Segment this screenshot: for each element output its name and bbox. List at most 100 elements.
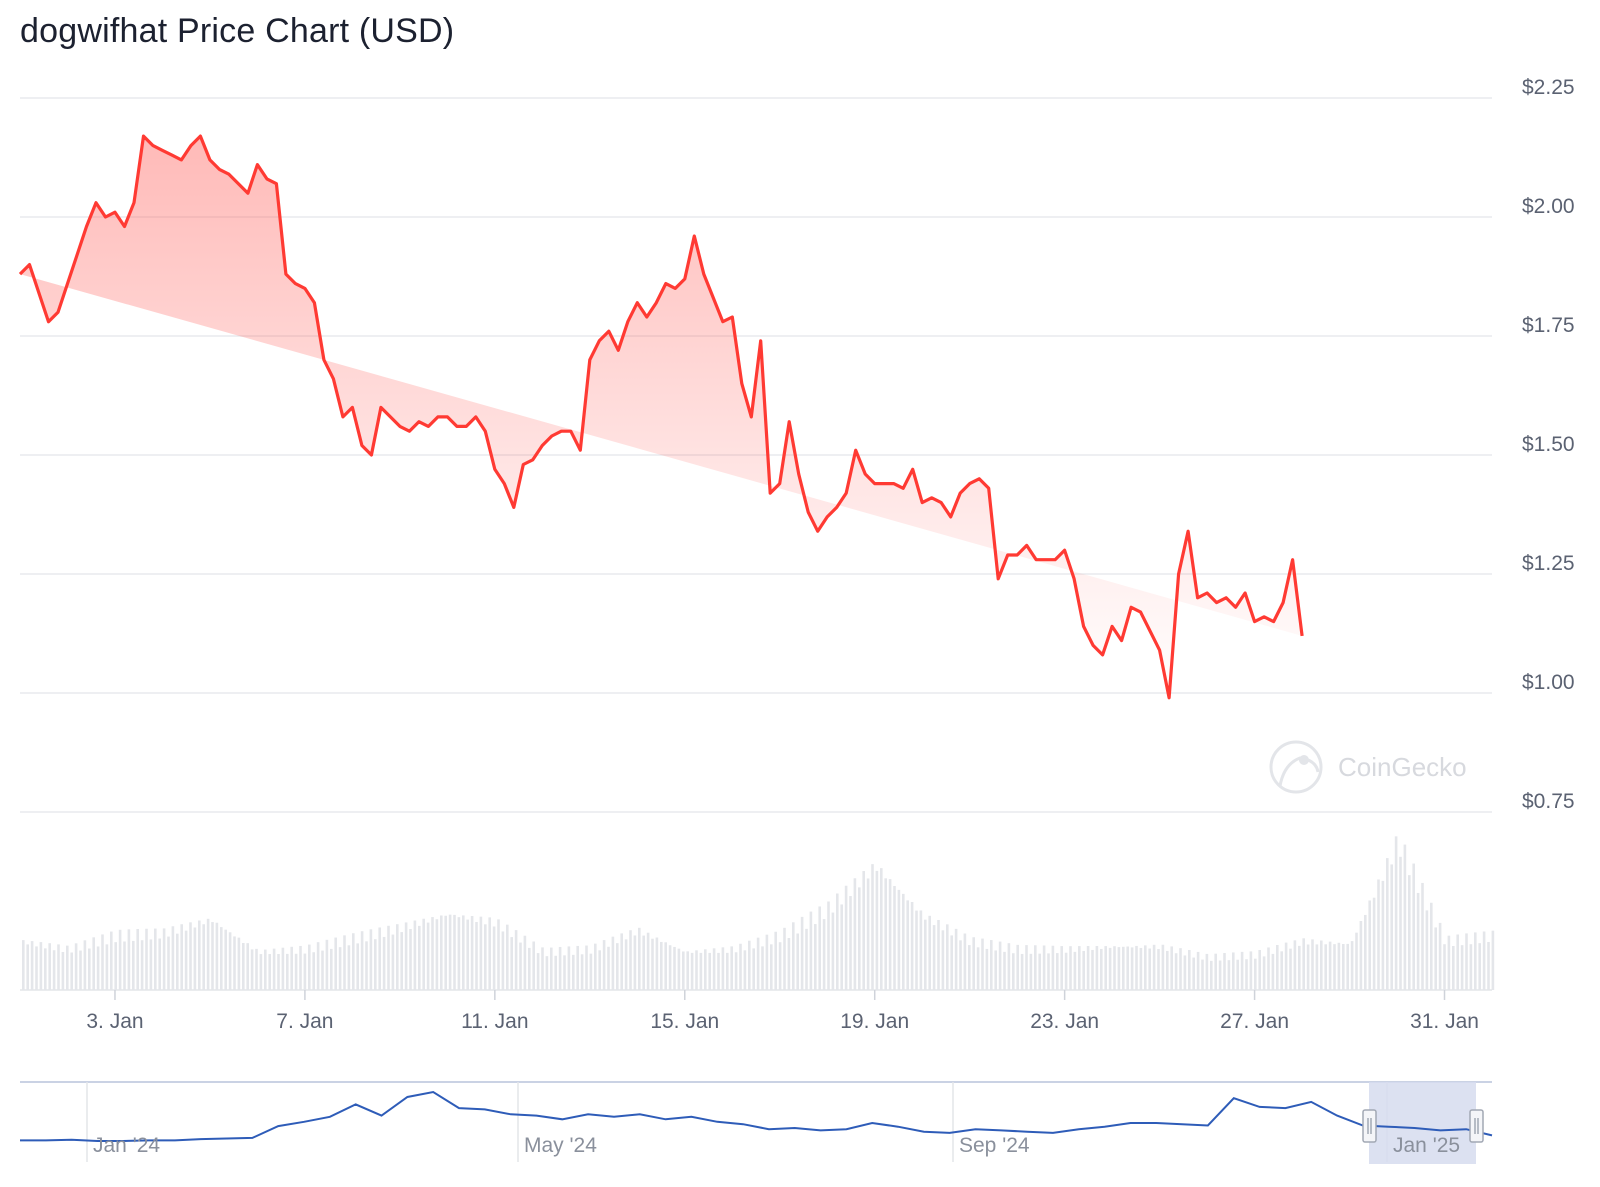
volume-bar	[765, 934, 769, 990]
volume-bar	[919, 910, 923, 990]
volume-bar	[1333, 944, 1336, 990]
volume-bar	[145, 928, 148, 990]
volume-bar	[638, 927, 641, 990]
volume-bar	[514, 930, 518, 990]
volume-bar	[699, 952, 703, 990]
volume-bar	[990, 940, 993, 990]
volume-bar	[233, 936, 236, 990]
volume-bar	[378, 927, 381, 990]
volume-bar	[576, 945, 579, 990]
volume-bar	[743, 950, 747, 990]
volume-bar	[1456, 934, 1459, 990]
volume-bar	[79, 950, 82, 990]
volume-bar	[1205, 953, 1209, 990]
volume-bar	[1315, 944, 1319, 990]
volume-bar	[1430, 902, 1433, 990]
volume-bar	[1069, 946, 1072, 990]
volume-bar	[250, 949, 254, 990]
volume-bar	[237, 937, 241, 990]
volume-bar	[902, 893, 905, 990]
volume-bar	[941, 930, 945, 990]
volume-bar	[431, 917, 434, 990]
volume-bar	[268, 954, 271, 990]
volume-bar	[74, 943, 78, 990]
volume-bar	[1403, 844, 1407, 990]
volume-bar	[70, 952, 73, 990]
price-area-fill	[20, 136, 1303, 698]
volume-bar	[550, 947, 553, 990]
volume-bar	[1381, 880, 1385, 990]
volume-bar	[1434, 927, 1437, 990]
volume-bar	[620, 933, 623, 990]
volume-bar	[149, 939, 153, 990]
price-line[interactable]	[18, 134, 1304, 700]
volume-bar	[1342, 943, 1345, 990]
volume-bar	[435, 919, 439, 990]
volume-bar	[726, 952, 729, 990]
x-tick-label: 19. Jan	[840, 1010, 909, 1033]
navigator-handle-left[interactable]	[1362, 1109, 1377, 1143]
volume-bar	[963, 933, 967, 990]
volume-bar	[110, 931, 113, 990]
volume-bar	[761, 946, 764, 990]
volume-bar	[1073, 951, 1077, 990]
volume-bar	[352, 933, 355, 990]
volume-bar	[1007, 943, 1011, 990]
volume-bar	[1051, 945, 1055, 990]
volume-bar	[915, 910, 918, 990]
volume-bar	[545, 956, 549, 990]
volume-bar	[563, 955, 566, 990]
volume-bar	[1368, 900, 1371, 990]
volume-bar	[1232, 952, 1235, 990]
volume-bar	[325, 939, 329, 990]
volume-bar	[48, 943, 51, 990]
volume-bar	[580, 954, 584, 990]
volume-bar	[330, 948, 333, 990]
volume-bar	[259, 954, 263, 990]
volume-bar	[1104, 946, 1107, 990]
volume-bar	[536, 953, 540, 990]
volume-bar	[1421, 882, 1424, 990]
volume-bar	[105, 944, 109, 990]
volume-bar	[118, 929, 122, 990]
volume-bar	[690, 952, 694, 990]
volume-bar	[1320, 940, 1323, 990]
volume-bar	[396, 924, 399, 990]
navigator-selection[interactable]	[1369, 1082, 1476, 1164]
range-navigator[interactable]: Jan '24 May '24 Sep '24 Jan '25	[20, 1081, 1493, 1164]
volume-bar	[206, 918, 210, 990]
volume-bar	[1311, 939, 1314, 990]
volume-bar	[497, 919, 500, 990]
volume-bar	[277, 953, 280, 990]
volume-bar	[1408, 875, 1411, 990]
x-tick-label: 11. Jan	[461, 1010, 528, 1033]
volume-bar	[1328, 941, 1332, 990]
volume-bar	[400, 932, 403, 990]
volume-bar	[862, 871, 865, 990]
volume-bar	[976, 947, 980, 990]
volume-bar	[1491, 930, 1495, 990]
y-axis-labels: $0.75 $1.00 $1.25 $1.50 $1.75 $2.00 $2.25	[1522, 76, 1575, 813]
volume-bar	[286, 953, 289, 990]
volume-bar	[1478, 943, 1481, 990]
volume-bar	[228, 932, 232, 990]
navigator-handle-right[interactable]	[1469, 1109, 1484, 1143]
volume-bar	[866, 878, 870, 990]
volume-bar	[1196, 951, 1200, 990]
volume-bar	[778, 942, 782, 990]
volume-bar	[1152, 944, 1156, 990]
navigator-tick-label: Jan '25	[1393, 1134, 1460, 1157]
volume-bar	[1452, 946, 1455, 990]
volume-bar	[1474, 932, 1477, 990]
volume-bar	[651, 938, 654, 990]
navigator-tick-label: Jan '24	[93, 1134, 160, 1157]
volume-bar	[1245, 959, 1248, 990]
volume-bar	[858, 887, 861, 990]
volume-bar	[1469, 944, 1473, 990]
x-tick-label: 31. Jan	[1410, 1010, 1479, 1033]
volume-bar	[1122, 946, 1125, 990]
volume-bar	[1438, 922, 1442, 990]
y-tick-label: $1.25	[1522, 552, 1575, 575]
volume-bar	[985, 948, 989, 990]
